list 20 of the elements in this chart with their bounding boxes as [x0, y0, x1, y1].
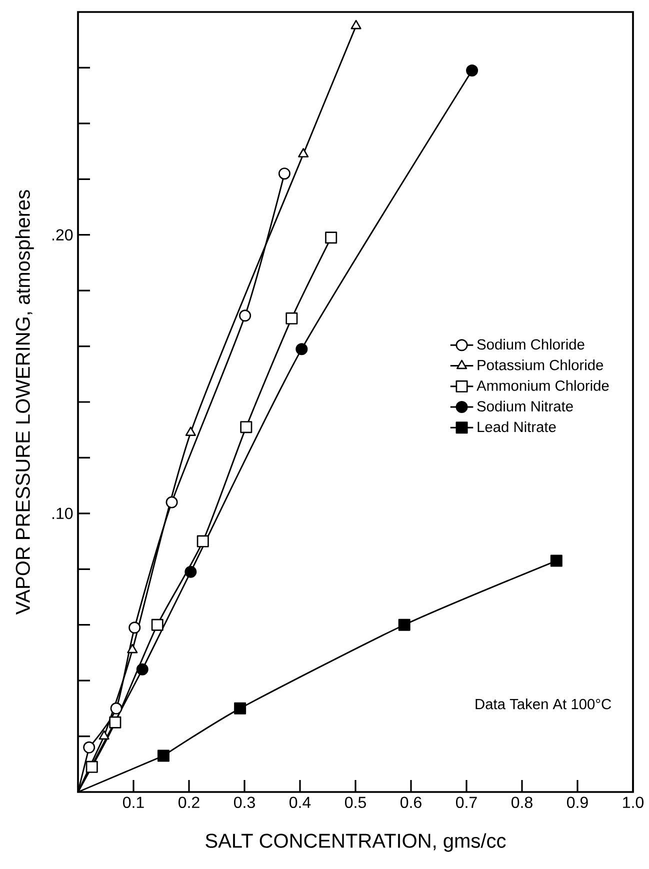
x-tick-label: 0.3	[234, 796, 256, 808]
x-tick-label: 0.7	[456, 796, 478, 808]
y-tick-label: .20	[52, 229, 73, 241]
x-tick-label: 0.8	[512, 796, 533, 808]
x-tick-label: 0.4	[290, 796, 311, 808]
x-axis-title: SALT CONCENTRATION, gms/cc	[206, 833, 506, 852]
legend-label: Potassium Chloride	[478, 359, 604, 370]
x-tick-label: 0.6	[400, 796, 422, 808]
legend-label: Sodium Chloride	[477, 338, 585, 350]
x-tick-label: 0.9	[567, 796, 588, 808]
x-tick-label: 0.5	[345, 796, 366, 808]
annotation: Data Taken At 100°C	[476, 698, 612, 710]
y-tick-label: .10	[52, 508, 73, 520]
y-axis-title: VAPOR PRESSURE LOWERING, atmospheres	[15, 190, 34, 615]
x-tick-label: 0.2	[178, 796, 200, 808]
legend-label: Lead Nitrate	[478, 421, 556, 432]
x-tick-label: 0.1	[123, 796, 144, 808]
legend-label: Ammonium Chloride	[476, 380, 609, 391]
legend-label: Sodium Nitrate	[477, 400, 574, 412]
x-tick-label: 1.0	[623, 796, 644, 808]
